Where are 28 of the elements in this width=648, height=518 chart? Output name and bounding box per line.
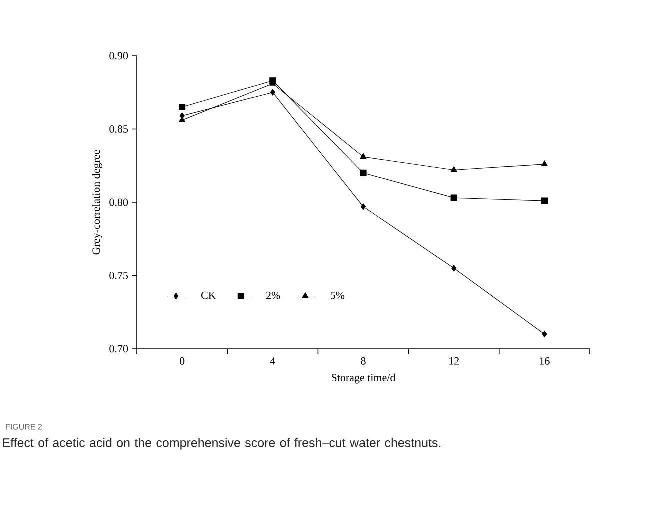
point <box>542 331 548 338</box>
x-tick-label: 8 <box>361 358 366 365</box>
y-tick-label: 0.80 <box>110 198 128 206</box>
x-axis-title: Storage time/d <box>332 374 396 384</box>
legend-label: 5% <box>330 292 345 300</box>
y-tick-label: 0.90 <box>110 52 128 60</box>
point <box>360 170 367 176</box>
point <box>360 204 366 210</box>
point <box>541 160 548 166</box>
y-tick-label: 0.70 <box>110 345 128 353</box>
point <box>541 198 548 204</box>
point <box>450 166 458 172</box>
caption: FIGURE 2 <box>6 424 42 430</box>
text: Effect of acetic acid on the comprehensive score of fresh–cut water chestnuts. <box>3 438 441 450</box>
x-tick-label: 0 <box>180 358 185 365</box>
y-tick-label: 0.75 <box>110 272 128 280</box>
y-axis-title: Grey-correlation degree <box>92 150 102 255</box>
point <box>270 89 276 96</box>
legend-label: CK <box>202 292 216 300</box>
point <box>179 104 186 111</box>
x-tick-label: 4 <box>270 358 276 365</box>
legend-label: 2% <box>266 292 280 300</box>
point <box>360 153 367 160</box>
x-tick-label: 12 <box>450 358 459 365</box>
point <box>452 265 457 272</box>
y-tick-label: 0.85 <box>110 126 128 133</box>
x-tick-label: 16 <box>540 358 550 365</box>
point <box>450 194 458 202</box>
